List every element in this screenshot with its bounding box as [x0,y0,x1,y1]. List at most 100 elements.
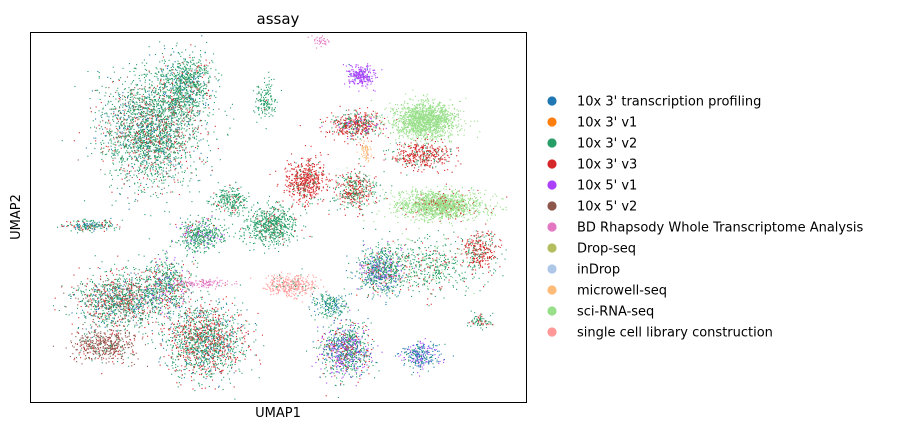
scatter-point [200,133,201,134]
scatter-point [172,66,173,67]
scatter-point [182,143,183,144]
scatter-point [124,96,125,97]
scatter-point [184,120,185,121]
scatter-point [117,305,118,306]
scatter-point [138,109,139,110]
scatter-point [108,132,109,133]
scatter-point [175,69,176,70]
scatter-point [152,125,153,126]
scatter-point [89,224,90,225]
scatter-point [214,102,215,103]
scatter-point [197,83,198,84]
scatter-point [146,155,147,156]
scatter-point [119,161,120,162]
scatter-point [105,327,106,328]
scatter-point [148,138,149,139]
scatter-point [185,68,186,69]
scatter-point [139,179,140,180]
scatter-point [226,207,227,208]
scatter-point [179,67,180,68]
scatter-point [159,129,160,130]
scatter-point [103,148,104,149]
scatter-point [151,92,152,93]
scatter-point [223,230,224,231]
scatter-point [168,111,169,112]
scatter-point [174,151,175,152]
scatter-point [171,89,172,90]
scatter-point [149,158,150,159]
scatter-point [139,125,140,126]
scatter-point [195,236,196,237]
scatter-point [195,147,196,148]
scatter-point [135,118,136,119]
scatter-point [122,107,123,108]
scatter-point [101,152,102,153]
scatter-point [194,76,195,77]
scatter-point [160,122,161,123]
scatter-point [94,289,95,290]
scatter-point [127,77,128,78]
scatter-point [211,241,212,242]
scatter-point [102,86,103,87]
scatter-point [220,241,221,242]
scatter-point [123,310,124,311]
scatter-point [95,329,96,330]
scatter-point [149,71,150,72]
scatter-point [174,105,175,106]
scatter-point [149,54,150,55]
scatter-point [188,101,189,102]
scatter-point [173,157,174,158]
scatter-point [205,128,206,129]
scatter-point [132,139,133,140]
scatter-point [194,252,195,253]
scatter-point [131,288,132,289]
scatter-point [154,112,155,113]
scatter-point [119,307,120,308]
scatter-point [189,228,190,229]
scatter-point [238,197,239,198]
scatter-point [137,104,138,105]
scatter-point [232,191,233,192]
scatter-point [122,103,123,104]
scatter-point [141,190,142,191]
scatter-point [145,69,146,70]
scatter-point [210,244,211,245]
scatter-point [129,101,130,102]
scatter-point [193,113,194,114]
scatter-point [197,235,198,236]
scatter-point [183,81,184,82]
scatter-point [265,116,266,117]
scatter-point [144,98,145,99]
scatter-point [110,293,111,294]
scatter-point [124,146,125,147]
scatter-point [202,221,203,222]
scatter-point [160,115,161,116]
scatter-point [186,147,187,148]
scatter-point [157,110,158,111]
scatter-point [86,225,87,226]
scatter-point [143,151,144,152]
scatter-point [155,91,156,92]
scatter-point [164,111,165,112]
scatter-point [143,140,144,141]
scatter-point [223,199,224,200]
scatter-point [159,148,160,149]
scatter-point [159,144,160,145]
scatter-point [190,62,191,63]
scatter-point [174,76,175,77]
scatter-point [129,71,130,72]
scatter-point [206,226,207,227]
scatter-point [177,180,178,181]
scatter-point [173,88,174,89]
scatter-point [234,200,235,201]
scatter-point [101,302,102,303]
scatter-point [148,156,149,157]
scatter-point [205,234,206,235]
scatter-point [190,73,191,74]
scatter-point [96,224,97,225]
scatter-point [119,137,120,138]
scatter-point [95,285,96,286]
scatter-point [187,227,188,228]
scatter-point [159,181,160,182]
